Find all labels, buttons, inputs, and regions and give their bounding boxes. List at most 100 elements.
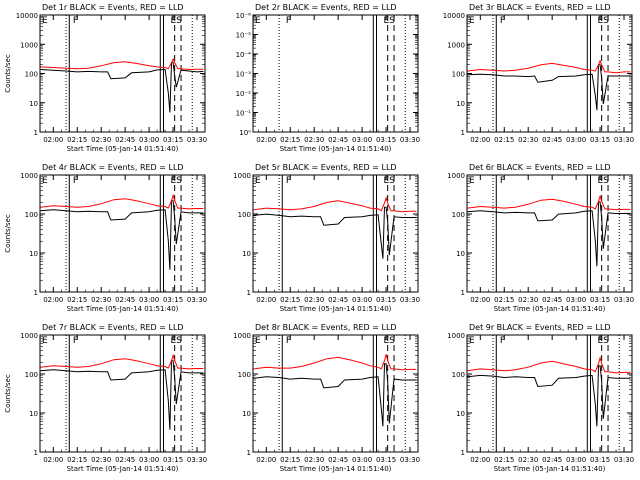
plot-frame (252, 334, 419, 453)
x-tick-label: 03:00 (566, 296, 586, 304)
chart-title: Det 9r BLACK = Events, RED = LLD (469, 323, 611, 332)
x-tick-label: 02:15 (494, 136, 514, 144)
x-tick-label: 02:15 (67, 456, 87, 464)
x-tick-label: 03:00 (352, 456, 372, 464)
event-marker: F (500, 176, 505, 186)
y-tick-label: 10000 (443, 12, 465, 20)
y-tick-label: 1000 (447, 41, 465, 49)
y-tick-label: 10⁻⁶ (236, 12, 252, 20)
event-marker: ES (170, 336, 182, 346)
series-line-black (467, 365, 631, 427)
plot-frame (252, 14, 419, 133)
x-tick-label: 03:30 (400, 296, 420, 304)
chart-title: Det 5r BLACK = Events, RED = LLD (255, 163, 397, 172)
y-tick-label: 1 (34, 289, 38, 297)
event-marker: ES (170, 16, 182, 26)
event-marker: ES (597, 16, 609, 26)
x-tick-label: 02:15 (494, 456, 514, 464)
event-marker: ES (597, 336, 609, 346)
plot-frame (466, 174, 633, 293)
x-tick-label: 02:15 (67, 136, 87, 144)
y-tick-label: 10⁻⁴ (236, 51, 252, 59)
y-tick-label: 1 (247, 449, 251, 457)
series-line-red (467, 194, 631, 211)
chart-panel-8: Det 8r BLACK = Events, RED = LLD 1 10 100 10… (233, 323, 420, 473)
plot-frame (252, 174, 419, 293)
x-tick-label: 02:45 (328, 296, 348, 304)
y-tick-label: 10 (456, 100, 465, 108)
series-line-red (253, 196, 417, 213)
y-tick-label: 1000 (20, 332, 38, 340)
plot-frame (39, 334, 206, 453)
x-axis-label: Start Time (05-Jan-14 01:51:40) (494, 465, 606, 473)
event-marker: E (255, 176, 261, 186)
x-tick-label: 02:00 (256, 456, 276, 464)
y-tick-label: 10⁰ (239, 129, 251, 137)
x-tick-label: 03:30 (400, 136, 420, 144)
plot-frame (466, 14, 633, 133)
event-marker: F (286, 176, 291, 186)
y-tick-label: 10 (29, 100, 38, 108)
y-tick-label: 1 (461, 449, 465, 457)
x-tick-label: 03:00 (139, 136, 159, 144)
x-tick-label: 03:15 (376, 136, 396, 144)
chart-title: Det 2r BLACK = Events, RED = LLD (255, 3, 397, 12)
x-tick-label: 02:45 (115, 456, 135, 464)
y-tick-label: 10 (29, 410, 38, 418)
event-marker: E (42, 336, 48, 346)
x-tick-label: 02:00 (256, 136, 276, 144)
y-tick-label: 100 (238, 371, 251, 379)
y-tick-label: 10 (242, 250, 251, 258)
x-tick-label: 02:30 (91, 136, 111, 144)
x-tick-label: 03:30 (187, 456, 207, 464)
x-tick-label: 03:30 (400, 456, 420, 464)
x-tick-label: 02:45 (328, 136, 348, 144)
x-tick-label: 02:00 (43, 456, 63, 464)
x-tick-label: 03:30 (614, 136, 634, 144)
chart-panel-7: Det 7r BLACK = Events, RED = LLD 1 10 100 10… (4, 323, 207, 473)
x-tick-label: 02:30 (518, 136, 538, 144)
x-tick-label: 02:30 (518, 456, 538, 464)
x-tick-label: 03:00 (566, 136, 586, 144)
event-marker: E (255, 336, 261, 346)
chart-title: Det 3r BLACK = Events, RED = LLD (469, 3, 611, 12)
y-tick-label: 10⁻⁵ (236, 32, 252, 40)
series-line-red (467, 355, 631, 374)
x-axis-label: Start Time (05-Jan-14 01:51:40) (67, 145, 179, 153)
chart-panel-2: Det 2r BLACK = Events, RED = LLD 10⁰ 10⁻¹ 1… (236, 3, 421, 153)
chart-title: Det 7r BLACK = Events, RED = LLD (42, 323, 184, 332)
event-marker: E (469, 16, 475, 26)
x-axis-label: Start Time (05-Jan-14 01:51:40) (494, 305, 606, 313)
event-marker: F (286, 16, 291, 26)
y-tick-label: 1000 (233, 172, 251, 180)
x-tick-label: 03:30 (187, 136, 207, 144)
x-tick-label: 03:00 (352, 296, 372, 304)
y-tick-label: 10⁻¹ (236, 110, 252, 118)
x-axis-label: Start Time (05-Jan-14 01:51:40) (280, 145, 392, 153)
x-axis-label: Start Time (05-Jan-14 01:51:40) (67, 465, 179, 473)
y-tick-label: 1000 (447, 172, 465, 180)
x-tick-label: 02:15 (494, 296, 514, 304)
x-tick-label: 03:15 (376, 456, 396, 464)
y-tick-label: 10 (29, 250, 38, 258)
x-tick-label: 02:30 (304, 456, 324, 464)
y-tick-label: 100 (452, 371, 465, 379)
x-tick-label: 02:15 (280, 456, 300, 464)
y-tick-label: 100 (25, 211, 38, 219)
chart-panel-6: Det 6r BLACK = Events, RED = LLD 1 10 100 10… (447, 163, 634, 313)
event-marker: E (42, 16, 48, 26)
x-tick-label: 03:00 (139, 296, 159, 304)
event-marker: E (469, 336, 475, 346)
chart-title: Det 8r BLACK = Events, RED = LLD (255, 323, 397, 332)
y-tick-label: 100 (452, 71, 465, 79)
y-tick-label: 1 (247, 289, 251, 297)
series-line-black (467, 201, 631, 267)
chart-title: Det 6r BLACK = Events, RED = LLD (469, 163, 611, 172)
plot-frame (466, 334, 633, 453)
x-axis-label: Start Time (05-Jan-14 01:51:40) (280, 305, 392, 313)
series-line-red (40, 353, 204, 370)
y-tick-label: 1000 (20, 172, 38, 180)
series-line-black (253, 363, 417, 427)
x-tick-label: 03:30 (614, 456, 634, 464)
x-tick-label: 03:15 (163, 296, 183, 304)
